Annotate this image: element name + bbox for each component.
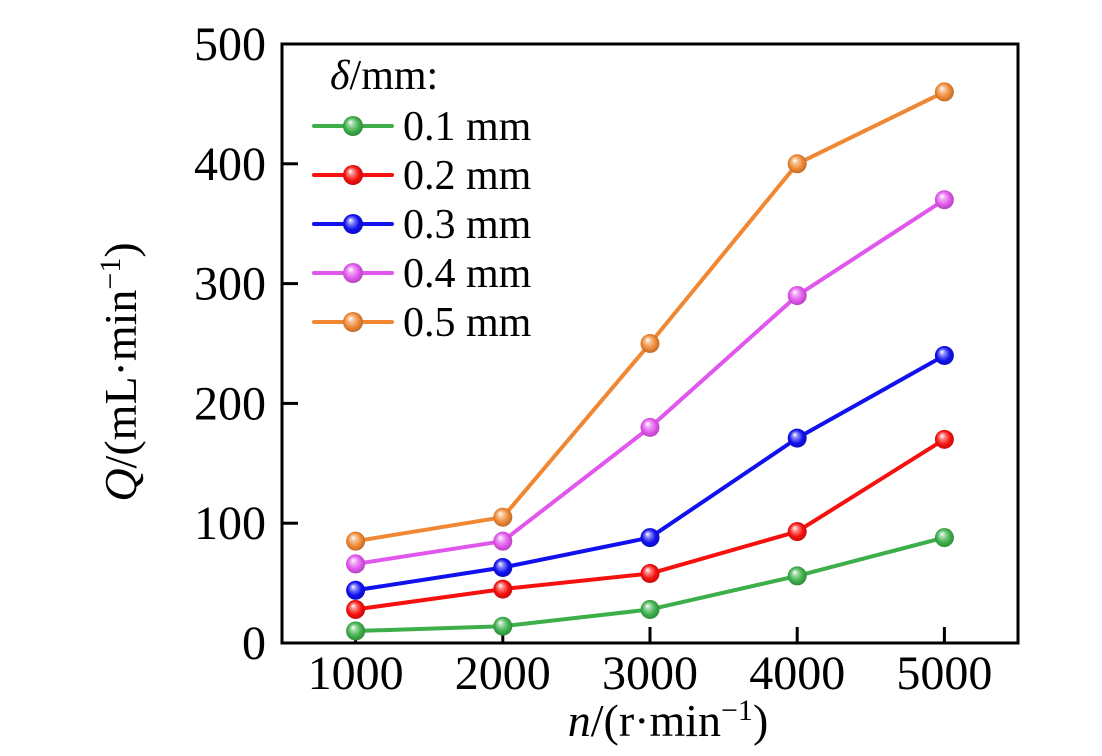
y-tick-label: 400 [194,138,266,191]
series-line [353,353,947,593]
legend-marker [343,116,363,136]
data-point-marker [640,564,660,584]
legend-marker [343,165,363,185]
legend-title-unit: /mm: [350,53,439,99]
data-point-marker [493,579,513,599]
y-axis-label: Q/(mL·min−1) [94,242,146,501]
x-tick-label: 2000 [455,647,551,700]
data-point-marker [640,599,660,619]
data-point-marker [934,429,954,449]
data-point-marker [934,82,954,102]
x-tick-label: 4000 [749,647,845,700]
data-point-marker [346,621,366,641]
series-0.5-mm [346,82,954,551]
data-point-marker [346,531,366,551]
legend-item-0.3-mm: 0.3 mm [312,202,532,248]
series-0.1-mm [346,528,954,641]
x-tick-label: 5000 [896,647,992,700]
data-point-marker [934,345,954,365]
data-point-marker [787,154,807,174]
y-axis-superscript: −1 [94,258,127,290]
series-0.3-mm [346,345,954,600]
series-group [346,82,954,641]
x-axis-superscript: −1 [721,694,753,727]
data-point-marker [346,554,366,574]
x-tick-label: 1000 [308,647,404,700]
data-point-marker [640,334,660,353]
x-axis-variable: n [568,695,591,746]
data-point-marker [493,558,513,578]
x-tick-label: 3000 [602,647,698,700]
y-tick-label: 0 [242,617,266,670]
series-0.2-mm [346,429,954,619]
axis-ticks: 0 100 200 300 400 500 1000 2000 3000 4000 5000 [194,18,992,700]
legend-item-label: 0.4 mm [403,251,532,297]
legend-item-label: 0.2 mm [403,153,532,199]
y-axis-variable: Q [95,468,146,501]
legend-items: 0.1 mm0.2 mm0.3 mm0.4 mm0.5 mm [312,104,532,346]
data-point-marker [787,286,807,306]
data-point-marker [346,580,366,600]
data-point-marker [493,507,513,527]
legend-item-0.5-mm: 0.5 mm [312,300,532,346]
legend-item-0.1-mm: 0.1 mm [312,104,532,150]
data-point-marker [787,428,807,448]
legend-title-symbol: δ [330,53,351,99]
data-point-marker [787,566,807,586]
data-point-marker [640,417,660,437]
series-0.4-mm [346,190,954,574]
legend-item-label: 0.1 mm [403,104,532,150]
y-tick-label: 300 [194,258,266,311]
legend-marker [343,263,363,283]
data-point-marker [640,528,660,548]
series-line [353,437,947,612]
legend-item-0.4-mm: 0.4 mm [312,251,532,297]
legend-marker [343,312,363,332]
y-tick-label: 100 [194,497,266,550]
legend: δ/mm: 0.1 mm0.2 mm0.3 mm0.4 mm0.5 mm [312,53,532,346]
x-axis-unit: /(r·min [591,695,721,746]
data-point-marker [493,531,513,551]
y-axis-unit: /(mL·min [95,290,146,469]
legend-marker [343,214,363,234]
data-point-marker [934,190,954,210]
x-axis-close-paren: ) [753,695,768,746]
legend-item-0.2-mm: 0.2 mm [312,153,532,199]
data-point-marker [787,522,807,542]
legend-title: δ/mm: [330,53,438,99]
y-tick-label: 500 [194,18,266,71]
data-point-marker [493,616,513,636]
data-point-marker [934,528,954,548]
data-point-marker [346,599,366,619]
x-axis-label: n/(r·min−1) [568,694,769,746]
legend-item-label: 0.5 mm [403,300,532,346]
legend-item-label: 0.3 mm [403,202,532,248]
y-axis-close-paren: ) [95,242,146,257]
y-tick-label: 200 [194,377,266,430]
